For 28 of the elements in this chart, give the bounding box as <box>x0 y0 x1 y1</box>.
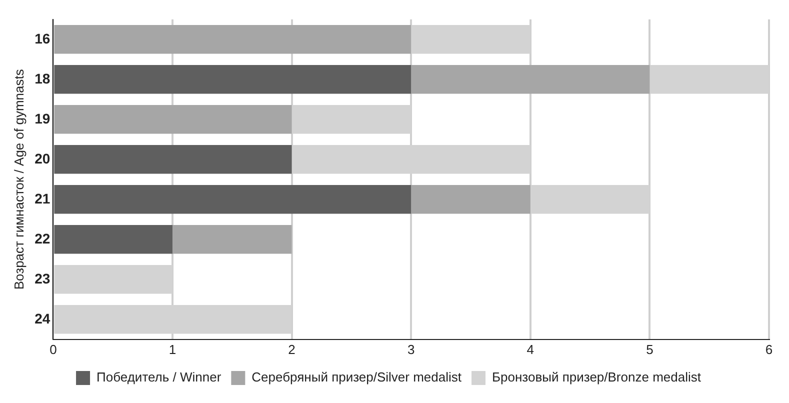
y-tick-label: 24 <box>34 310 50 326</box>
x-tick-label: 1 <box>168 342 176 357</box>
x-tick-label: 0 <box>50 342 57 357</box>
y-tick-label: 20 <box>34 150 50 166</box>
bar <box>54 145 292 174</box>
bar <box>54 105 292 134</box>
y-tick-label: 16 <box>34 30 50 46</box>
bar <box>172 225 292 254</box>
y-tick-label: 21 <box>34 190 50 206</box>
x-tick-label: 4 <box>526 342 534 357</box>
bar <box>411 65 650 94</box>
y-tick-label: 18 <box>34 70 50 86</box>
y-tick-label: 22 <box>34 230 50 246</box>
x-tick-label: 5 <box>646 342 654 357</box>
bar <box>411 185 530 214</box>
y-tick-label: 23 <box>34 270 50 286</box>
bar <box>54 225 172 254</box>
y-tick-label: 19 <box>34 110 50 126</box>
legend-label: Бронзовый призер/Bronze medalist <box>492 370 702 385</box>
y-axis-title: Возраст гимнасток / Age of gymnasts <box>11 68 26 290</box>
x-tick-label: 2 <box>288 342 296 357</box>
legend-label: Серебряный призер/Silver medalist <box>252 370 462 385</box>
bar <box>54 185 412 214</box>
bar <box>54 65 412 94</box>
legend-label: Победитель / Winner <box>96 370 222 385</box>
bar <box>54 25 412 54</box>
x-tick-label: 3 <box>407 342 415 357</box>
x-tick-label: 6 <box>765 342 773 357</box>
